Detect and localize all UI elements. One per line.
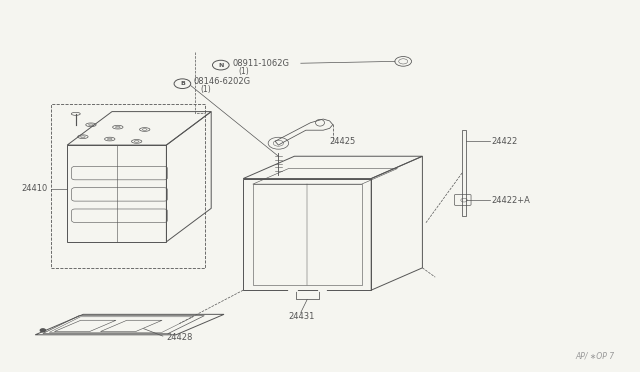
Text: 24428: 24428 — [166, 333, 193, 343]
Bar — [51, 104, 205, 268]
Text: (1): (1) — [200, 85, 211, 94]
Text: 24422+A: 24422+A — [492, 196, 531, 205]
Text: N: N — [218, 62, 223, 68]
Text: 24425: 24425 — [330, 137, 356, 146]
Text: 08146-6202G: 08146-6202G — [194, 77, 251, 86]
Text: (1): (1) — [239, 67, 250, 76]
Text: 24422: 24422 — [492, 137, 518, 146]
Text: 08911-1062G: 08911-1062G — [232, 59, 289, 68]
Text: AP/ ∗OP 7: AP/ ∗OP 7 — [575, 352, 614, 361]
Text: B: B — [180, 81, 185, 86]
Circle shape — [40, 329, 45, 332]
Text: 24431: 24431 — [288, 312, 314, 321]
Text: 24410: 24410 — [22, 184, 48, 193]
Bar — [462, 130, 466, 216]
